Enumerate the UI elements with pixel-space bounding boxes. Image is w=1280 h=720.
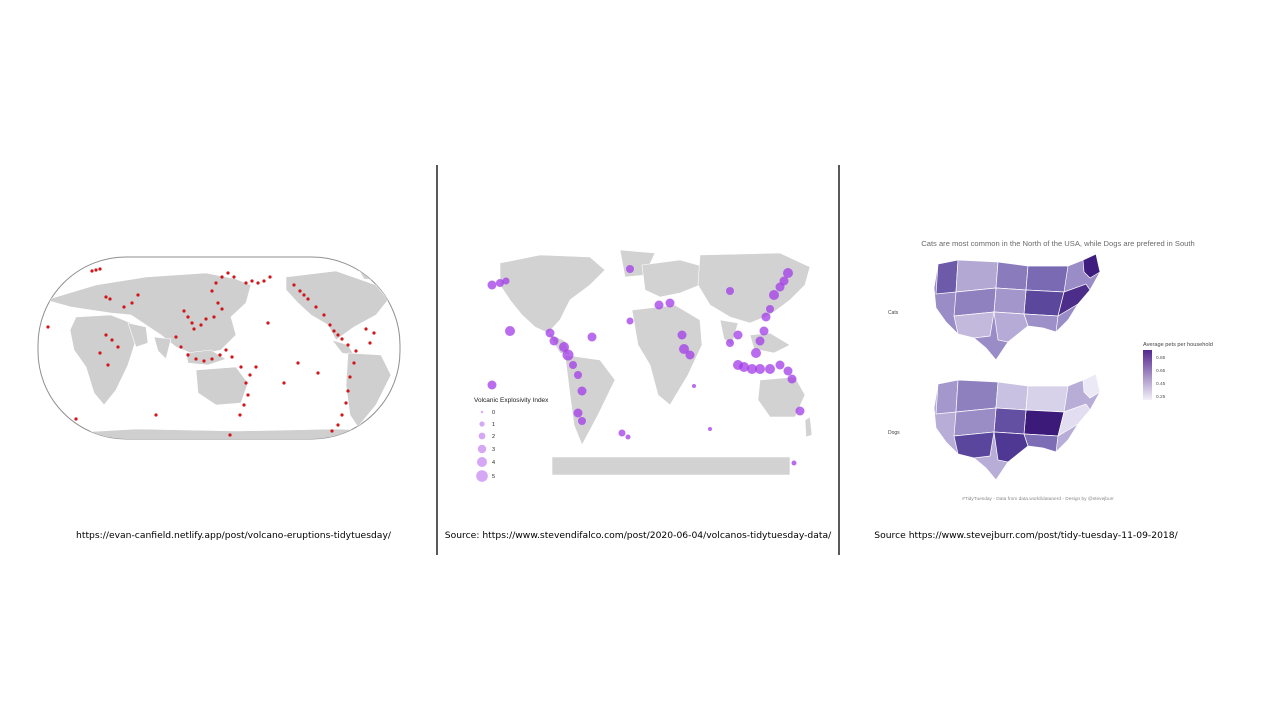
legend-item-3: 3	[492, 447, 495, 453]
panel-3-caption[interactable]: Source https://www.stevejburr.com/post/t…	[874, 530, 1178, 541]
panel-2-caption[interactable]: Source: https://www.stevendifalco.com/po…	[444, 530, 832, 541]
pets-legend: Average pets per household 0.85 0.65 0.4…	[1143, 342, 1213, 400]
legend-item-2: 2	[492, 434, 495, 440]
explosivity-legend: Volcanic Explosivity Index 0 1 2 3 4 5	[474, 397, 549, 482]
divider-right	[838, 165, 840, 555]
pets-facet-maps: Cats are most common in the North of the…	[888, 239, 1213, 502]
eruption-points	[46, 267, 376, 437]
land-masses	[499, 249, 813, 476]
cats-us-map	[933, 253, 1101, 361]
volcano-eruptions-map	[36, 255, 402, 441]
pets-chart-title: Cats are most common in the North of the…	[921, 239, 1195, 248]
pets-chart-footer: #TidyTuesday - Data from data.world/data…	[962, 496, 1114, 502]
robinson-world-map	[37, 256, 401, 440]
facet-label-dogs: Dogs	[888, 430, 900, 436]
legend-item-1: 1	[492, 422, 495, 428]
legend-item-4: 4	[492, 460, 495, 466]
facet-label-cats: Cats	[888, 310, 899, 316]
pets-legend-tick-2: 0.45	[1156, 381, 1166, 387]
panel-1-caption[interactable]: https://evan-canfield.netlify.app/post/v…	[76, 530, 391, 541]
legend-title: Volcanic Explosivity Index	[474, 397, 549, 404]
dogs-us-map	[933, 373, 1101, 481]
pets-legend-title: Average pets per household	[1143, 342, 1213, 348]
pets-legend-tick-0: 0.85	[1156, 355, 1166, 361]
land-masses	[44, 264, 392, 439]
legend-item-5: 5	[492, 474, 495, 480]
divider-left	[436, 165, 438, 555]
pets-legend-colorbar	[1143, 350, 1152, 400]
volcanic-explosivity-map: Volcanic Explosivity Index 0 1 2 3 4 5	[470, 245, 815, 490]
legend-item-0: 0	[492, 410, 495, 416]
pets-legend-tick-1: 0.65	[1156, 368, 1166, 374]
explosivity-world-map: Volcanic Explosivity Index 0 1 2 3 4 5	[474, 249, 813, 482]
us-pets-choropleth: Cats are most common in the North of the…	[878, 232, 1238, 508]
volcano-points	[487, 265, 805, 466]
pets-legend-tick-3: 0.25	[1156, 394, 1166, 400]
